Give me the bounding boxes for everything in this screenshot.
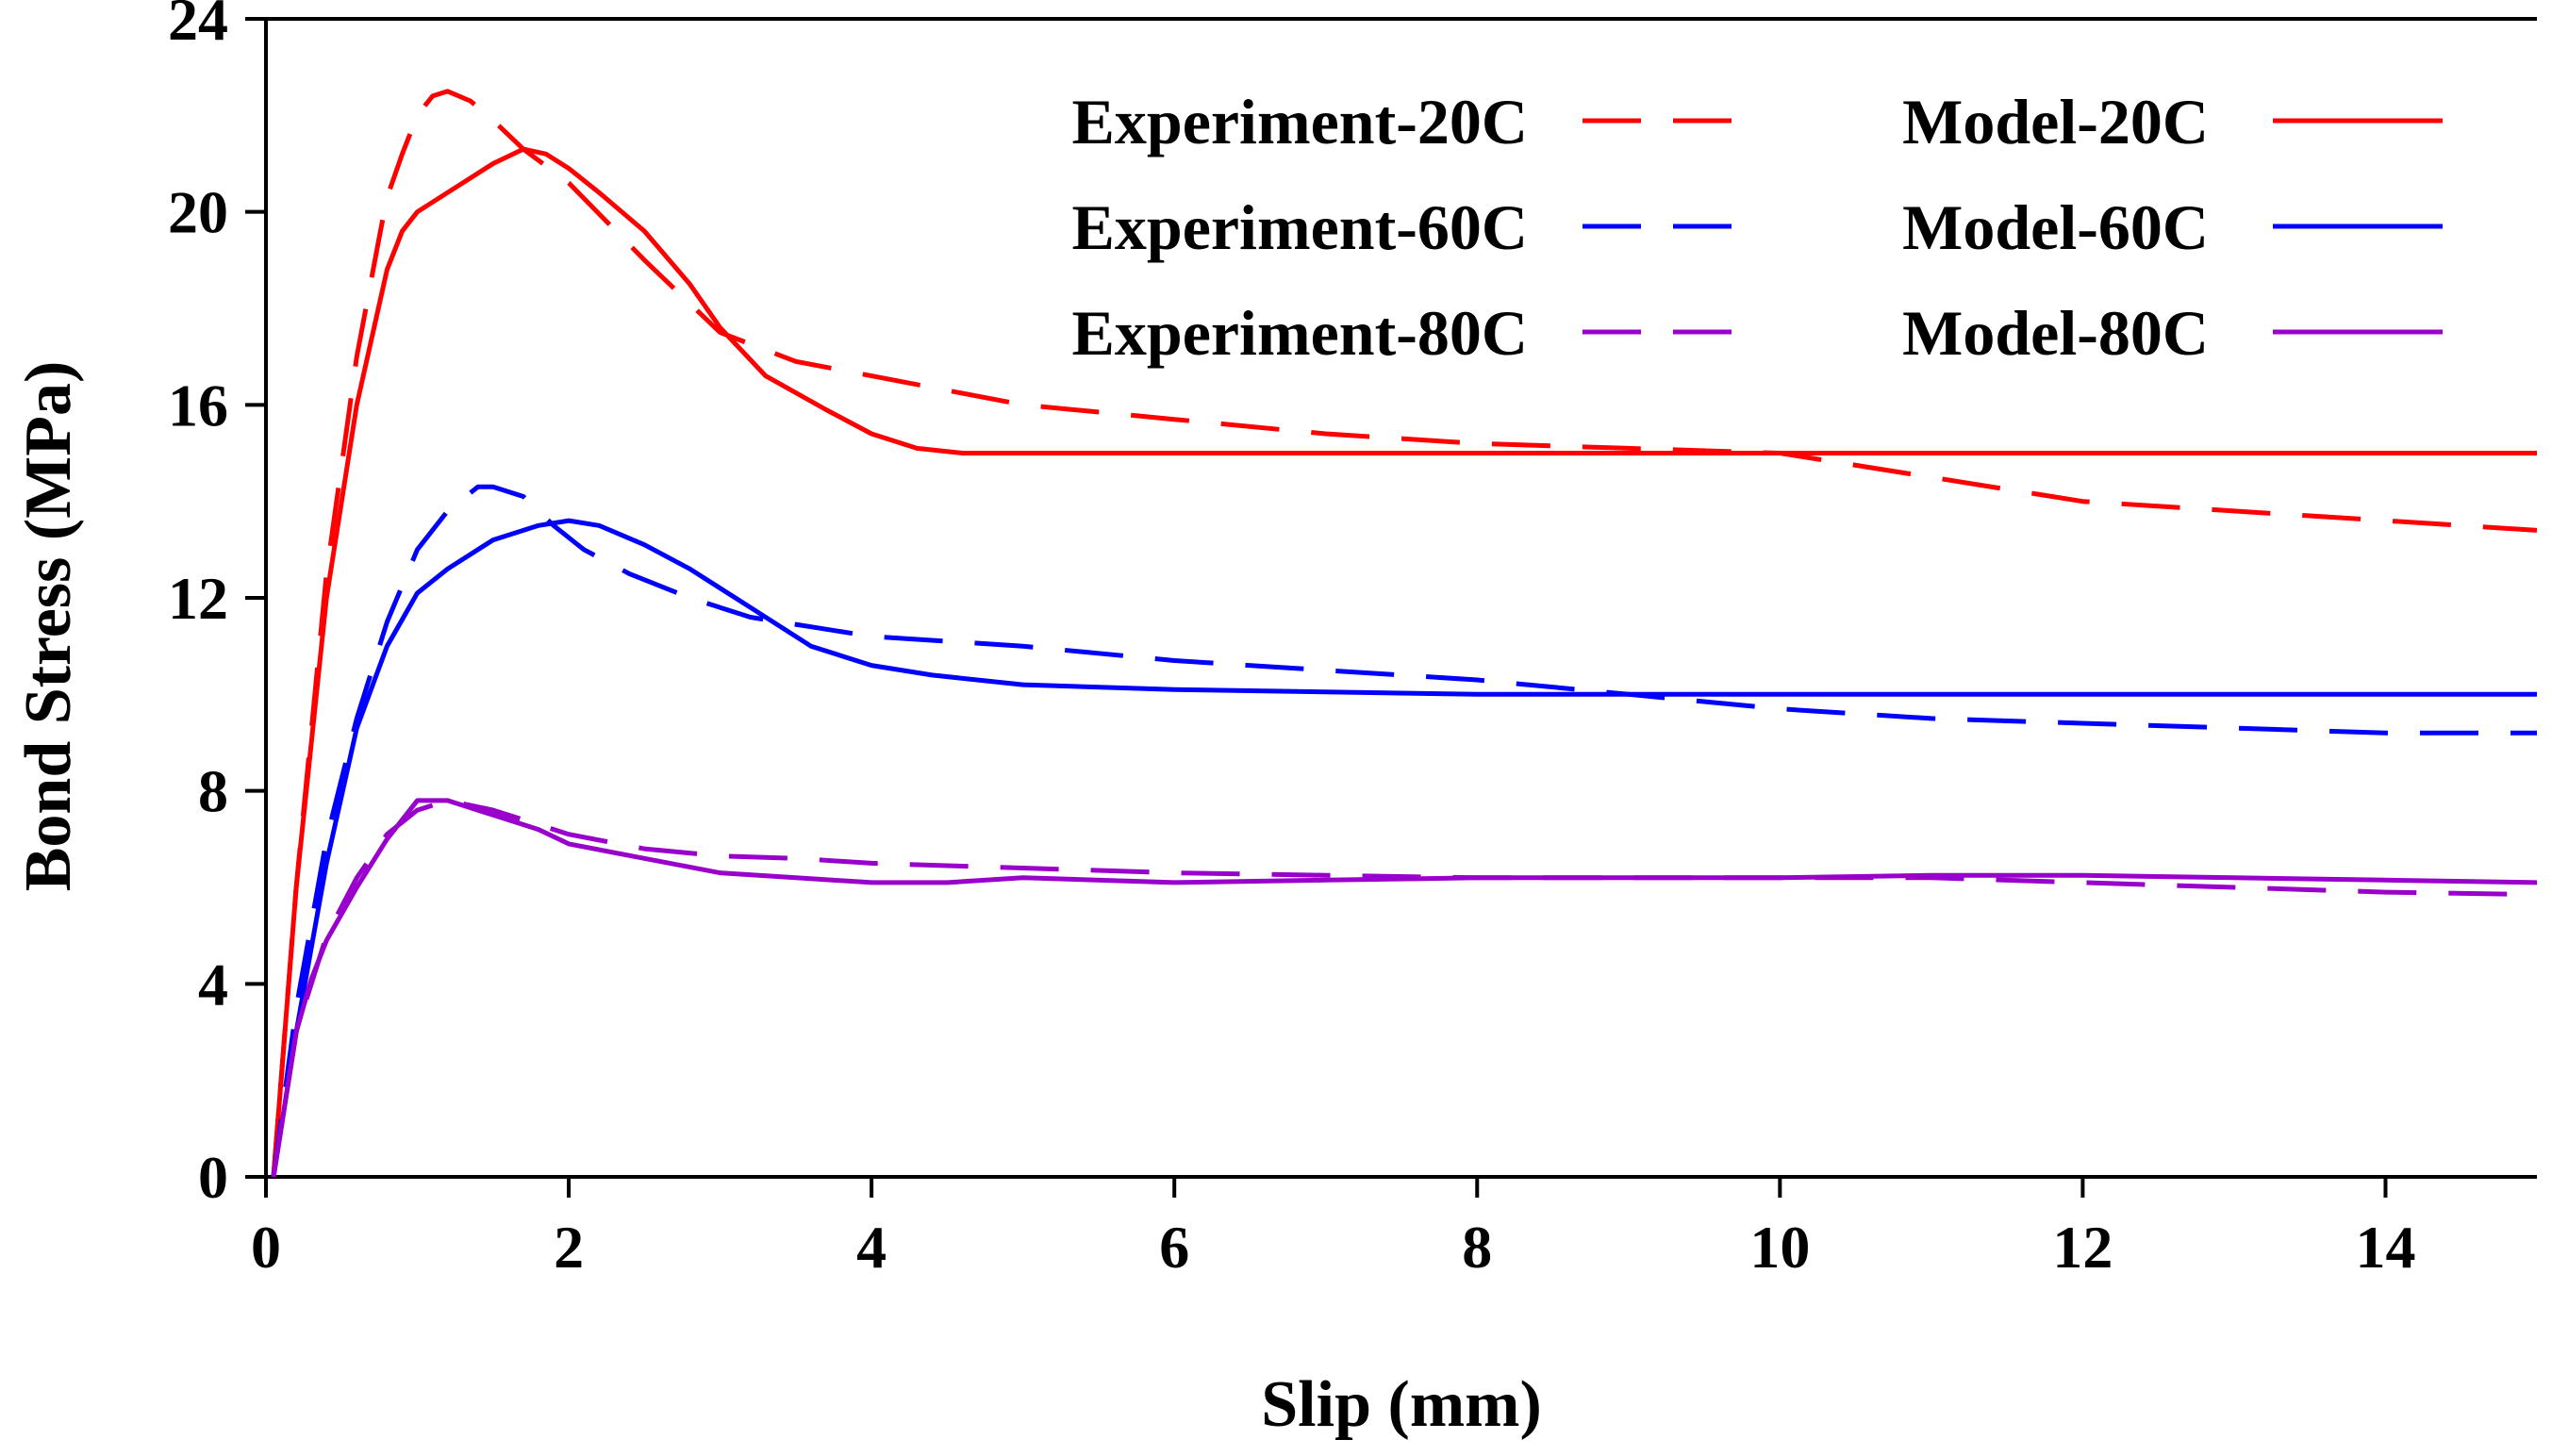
- legend-label-model-60c: Model-60C: [1902, 191, 2209, 263]
- y-tick-label: 20: [168, 179, 228, 246]
- y-tick-label: 0: [198, 1144, 228, 1211]
- x-tick-label: 12: [2052, 1214, 2113, 1281]
- y-axis-label: Bond Stress (MPa): [12, 361, 85, 892]
- legend-label-model-80c: Model-80C: [1902, 297, 2209, 369]
- x-axis-label: Slip (mm): [1261, 1368, 1542, 1441]
- legend-label-experiment-80c: Experiment-80C: [1072, 297, 1528, 369]
- y-tick-label: 16: [168, 372, 228, 438]
- x-tick-label: 14: [2355, 1214, 2415, 1281]
- x-tick-label: 6: [1159, 1214, 1189, 1281]
- y-tick-label: 4: [198, 951, 228, 1018]
- x-tick-label: 0: [251, 1214, 281, 1281]
- series-line-model-80c: [271, 798, 2537, 1177]
- x-tick-label: 8: [1462, 1214, 1492, 1281]
- y-tick-label: 12: [168, 565, 228, 632]
- legend-label-model-20c: Model-20C: [1902, 86, 2209, 157]
- y-tick-label: 24: [168, 0, 228, 53]
- legend-label-experiment-20c: Experiment-20C: [1072, 86, 1528, 157]
- series-line-model-20c: [271, 146, 2537, 1177]
- series-line-experiment-80c: [271, 798, 2537, 1177]
- x-tick-label: 10: [1749, 1214, 1810, 1281]
- series-line-experiment-60c: [271, 484, 2537, 1177]
- x-tick-label: 2: [554, 1214, 584, 1281]
- series-line-model-60c: [271, 518, 2537, 1177]
- legend: Experiment-20C Model-20C Experiment-60C Mod…: [1072, 86, 2443, 369]
- series-group: [271, 89, 2537, 1177]
- series-line-experiment-20c: [271, 89, 2537, 1177]
- legend-label-experiment-60c: Experiment-60C: [1072, 191, 1528, 263]
- x-tick-label: 4: [856, 1214, 887, 1281]
- y-tick-label: 8: [198, 758, 228, 825]
